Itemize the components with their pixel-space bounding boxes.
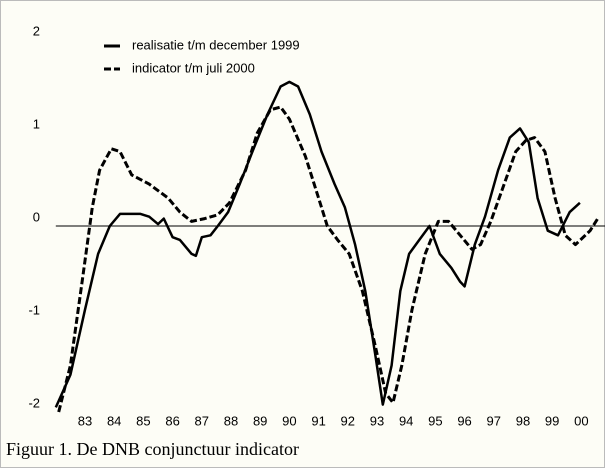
x-tick-label: 87 xyxy=(195,413,209,428)
x-tick-label: 93 xyxy=(370,413,384,428)
x-tick-label: 98 xyxy=(516,413,530,428)
x-tick-label: 91 xyxy=(311,413,325,428)
series-line xyxy=(57,105,601,413)
x-tick-label: 94 xyxy=(399,413,413,428)
x-tick-label: 88 xyxy=(224,413,238,428)
caption: Figuur 1. De DNB conjunctuur indicator xyxy=(6,439,299,459)
y-tick-label: 2 xyxy=(33,23,40,38)
x-tick-label: 86 xyxy=(165,413,179,428)
x-tick-label: 99 xyxy=(545,413,559,428)
x-tick-label: 92 xyxy=(341,413,355,428)
x-tick-label: 85 xyxy=(136,413,150,428)
y-tick-label: 0 xyxy=(33,209,40,224)
x-tick-label: 00 xyxy=(574,413,588,428)
x-tick-label: 96 xyxy=(457,413,471,428)
y-tick-label: -2 xyxy=(28,395,40,410)
x-tick-label: 97 xyxy=(487,413,501,428)
series-line xyxy=(54,80,581,408)
legend-label: indicator t/m juli 2000 xyxy=(132,60,255,75)
x-tick-label: 89 xyxy=(253,413,267,428)
x-tick-label: 83 xyxy=(78,413,92,428)
legend-label: realisatie t/m december 1999 xyxy=(132,37,300,52)
x-tick-label: 84 xyxy=(107,413,121,428)
x-tick-label: 90 xyxy=(282,413,296,428)
x-tick-label: 95 xyxy=(428,413,442,428)
y-tick-label: 1 xyxy=(33,116,40,131)
y-tick-label: -1 xyxy=(28,302,40,317)
